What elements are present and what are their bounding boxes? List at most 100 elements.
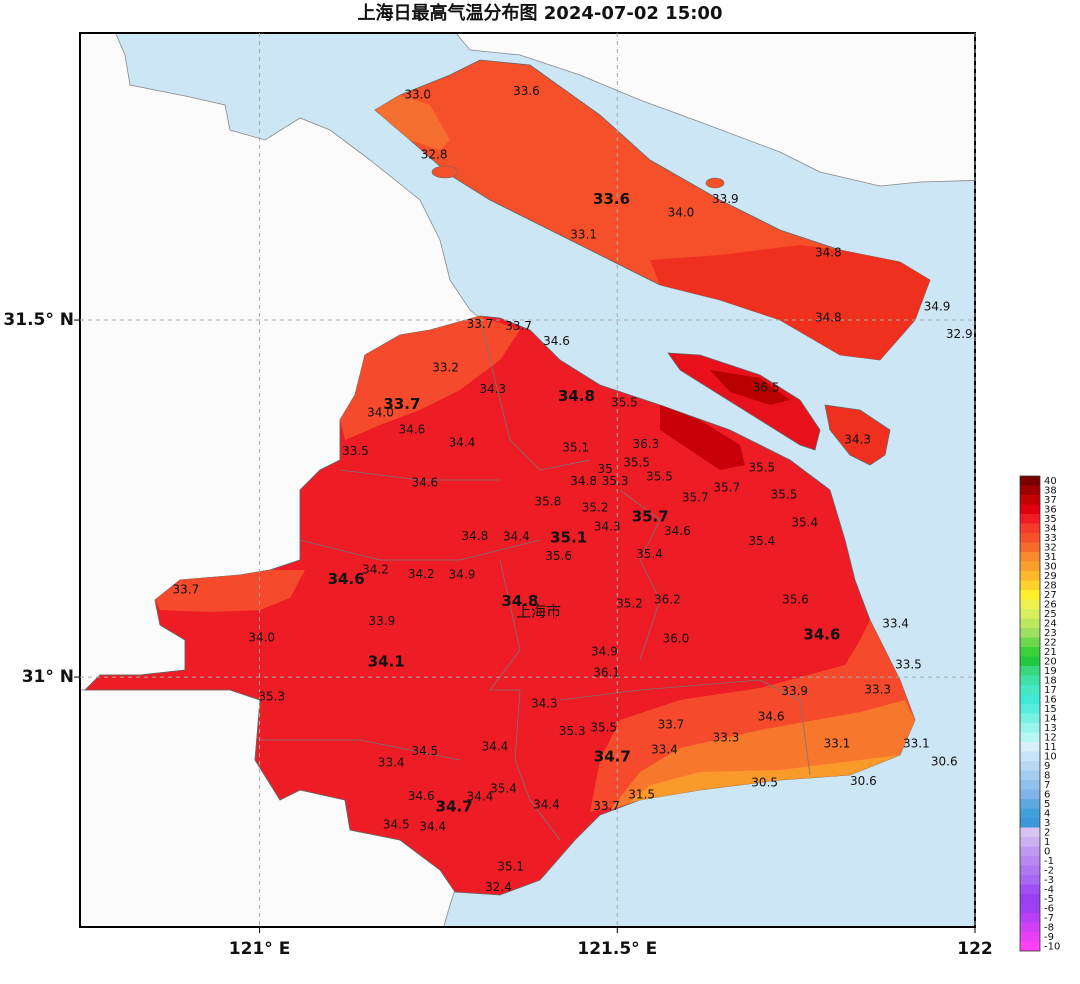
station-value: 34.4 <box>449 435 476 449</box>
colorbar-swatch <box>1020 732 1040 742</box>
colorbar-swatch <box>1020 808 1040 818</box>
station-value: 35.5 <box>590 720 617 734</box>
colorbar-label: -5 <box>1044 894 1054 905</box>
colorbar-label: 33 <box>1044 533 1057 544</box>
station-value: 34.3 <box>844 433 871 447</box>
island-hengsha <box>824 404 891 466</box>
x-tick-label: 121.5° E <box>577 939 657 959</box>
colorbar-label: 23 <box>1044 628 1057 639</box>
colorbar-label: -1 <box>1044 856 1054 867</box>
islet <box>705 177 725 189</box>
colorbar-label: 0 <box>1044 846 1050 857</box>
station-value: 36.0 <box>663 632 690 646</box>
colorbar-frame <box>1019 475 1041 952</box>
colorbar-label: -6 <box>1044 903 1054 914</box>
station-value: 34.0 <box>367 405 394 419</box>
colorbar-swatch <box>1020 571 1040 581</box>
station-value: 33.7 <box>658 717 685 731</box>
station-value: 34.2 <box>362 562 389 576</box>
station-value: 35.5 <box>611 395 638 409</box>
station-value: 35.1 <box>562 440 589 454</box>
colorbar-label: 31 <box>1044 552 1057 563</box>
island-changxing <box>667 352 821 451</box>
station-value: 33.9 <box>712 192 739 206</box>
station-value: 34.6 <box>543 334 570 348</box>
station-value: 35.6 <box>545 549 572 563</box>
map-frame <box>79 32 976 928</box>
colorbar-label: 37 <box>1044 495 1057 506</box>
colorbar-label: 5 <box>1044 799 1050 810</box>
station-value: 34.6 <box>411 475 438 489</box>
colorbar-swatch <box>1020 656 1040 666</box>
colorbar-swatch <box>1020 941 1040 951</box>
station-value: 35.3 <box>258 690 285 704</box>
colorbar-swatch <box>1020 884 1040 894</box>
colorbar-swatch <box>1020 713 1040 723</box>
station-value: 34.9 <box>449 567 476 581</box>
station-value: 35.7 <box>632 508 669 526</box>
station-value: 30.6 <box>850 774 877 788</box>
colorbar-swatch <box>1020 770 1040 780</box>
colorbar-label: 10 <box>1044 751 1057 762</box>
station-value: 33.5 <box>342 444 369 458</box>
colorbar-swatch <box>1020 865 1040 875</box>
station-value: 34.2 <box>408 567 435 581</box>
station-value: 35 <box>597 462 612 476</box>
x-tick-label: 121° E <box>229 939 291 959</box>
station-value: 35.4 <box>748 534 775 548</box>
station-value: 35.5 <box>646 470 673 484</box>
station-value: 34.4 <box>482 740 509 754</box>
colorbar-swatch <box>1020 827 1040 837</box>
station-value: 34.9 <box>591 645 618 659</box>
station-value: 34.8 <box>558 387 595 405</box>
colorbar-label: 4 <box>1044 808 1050 819</box>
station-value: 34.0 <box>248 630 275 644</box>
colorbar-label: -7 <box>1044 913 1054 924</box>
station-value: 33.6 <box>513 84 540 98</box>
station-value: 33.2 <box>432 360 459 374</box>
colorbar-label: 2 <box>1044 827 1050 838</box>
colorbar-swatch <box>1020 837 1040 847</box>
colorbar-swatch <box>1020 780 1040 790</box>
station-value: 33.3 <box>713 730 740 744</box>
zone-hot <box>660 405 745 470</box>
station-value: 34.4 <box>419 820 446 834</box>
zone-changxing-hot <box>710 370 790 405</box>
colorbar-swatch <box>1020 628 1040 638</box>
y-tick-label: 31° N <box>22 667 74 687</box>
colorbar-swatch <box>1020 514 1040 524</box>
station-value: 34.8 <box>815 310 842 324</box>
colorbar-label: 7 <box>1044 780 1050 791</box>
zone-coast-b <box>630 755 900 802</box>
station-value: 35.3 <box>602 474 629 488</box>
station-value: 33.1 <box>570 228 597 242</box>
station-value: 33.6 <box>593 190 630 208</box>
colorbar-swatch <box>1020 922 1040 932</box>
station-value: 34.8 <box>462 529 489 543</box>
colorbar-swatch <box>1020 476 1040 486</box>
colorbar-swatch <box>1020 618 1040 628</box>
station-value: 33.4 <box>651 742 678 756</box>
map-title: 上海日最高气温分布图 2024-07-02 15:00 <box>358 2 723 24</box>
station-value: 34.9 <box>924 300 951 314</box>
station-value: 34.7 <box>594 748 631 766</box>
station-value: 35.2 <box>582 500 609 514</box>
colorbar-label: 26 <box>1044 599 1057 610</box>
colorbar-label: 28 <box>1044 580 1057 591</box>
station-value: 33.7 <box>505 319 532 333</box>
colorbar-label: 18 <box>1044 675 1057 686</box>
colorbar-label: -4 <box>1044 884 1054 895</box>
colorbar-swatch <box>1020 599 1040 609</box>
station-value: 35.1 <box>497 860 524 874</box>
station-value: 35.5 <box>771 487 798 501</box>
station-value: 34.8 <box>570 474 597 488</box>
colorbar-swatch <box>1020 675 1040 685</box>
colorbar-swatch <box>1020 903 1040 913</box>
station-value: 33.5 <box>895 657 922 671</box>
station-value: 33.0 <box>404 88 431 102</box>
colorbar-label: 15 <box>1044 704 1057 715</box>
station-value: 36.3 <box>633 437 660 451</box>
colorbar-label: 6 <box>1044 789 1050 800</box>
colorbar-swatch <box>1020 647 1040 657</box>
colorbar-swatch <box>1020 751 1040 761</box>
